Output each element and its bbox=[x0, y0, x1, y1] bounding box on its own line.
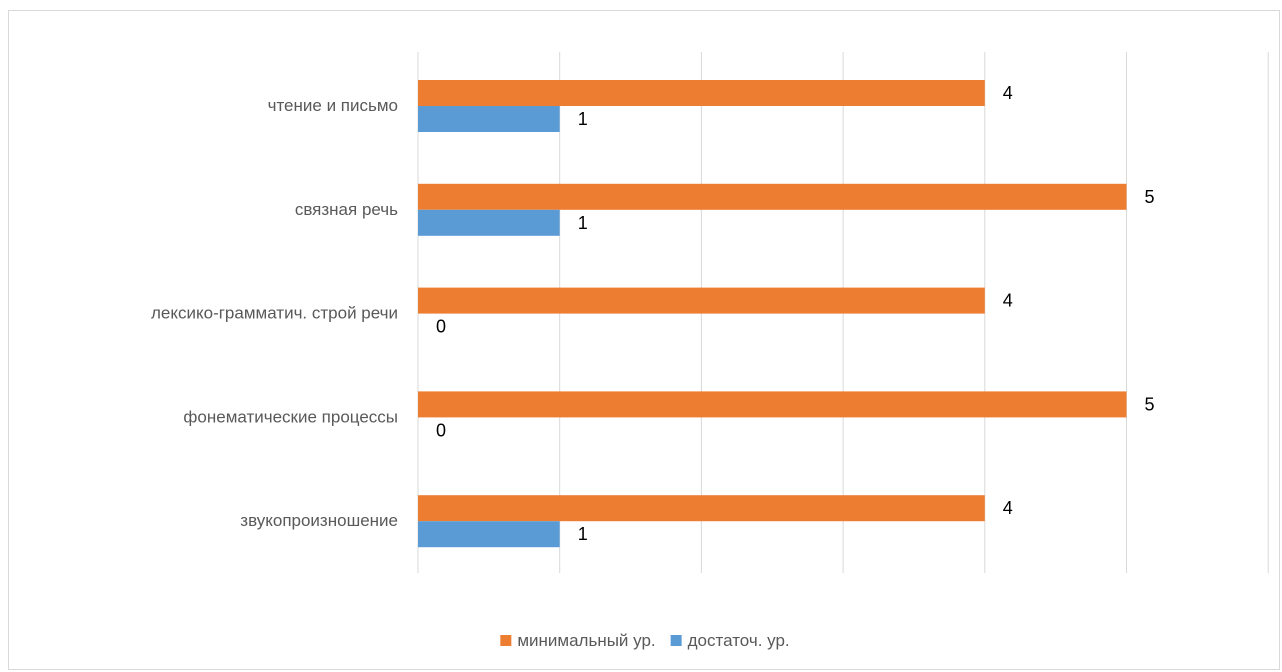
data-label: 4 bbox=[1003, 498, 1013, 518]
data-label: 4 bbox=[1003, 291, 1013, 311]
legend-label: минимальный ур. bbox=[517, 631, 655, 650]
data-label: 0 bbox=[436, 420, 446, 440]
data-label: 4 bbox=[1003, 83, 1013, 103]
data-label: 5 bbox=[1145, 394, 1155, 414]
bar bbox=[418, 391, 1127, 418]
legend: минимальный ур. достаточ. ур. bbox=[500, 631, 790, 650]
legend-swatch bbox=[670, 635, 682, 646]
bar bbox=[418, 521, 560, 548]
legend-label: достаточ. ур. bbox=[688, 631, 790, 650]
bar bbox=[418, 209, 560, 236]
bars bbox=[418, 80, 1127, 548]
bar bbox=[418, 287, 985, 314]
data-label: 0 bbox=[436, 317, 446, 337]
bar bbox=[418, 80, 985, 106]
data-labels: 4 1 5 1 4 0 5 0 4 1 bbox=[436, 83, 1155, 544]
category-label: звукопроизношение bbox=[240, 511, 398, 530]
chart-frame bbox=[8, 10, 1280, 670]
data-label: 1 bbox=[578, 213, 588, 233]
category-labels: чтение и письмо связная речь лексико-грамм… bbox=[151, 96, 398, 530]
legend-item: достаточ. ур. bbox=[670, 631, 790, 650]
bar bbox=[418, 106, 560, 132]
data-label: 5 bbox=[1145, 187, 1155, 207]
data-label: 1 bbox=[578, 524, 588, 544]
category-label: лексико-грамматич. строй речи bbox=[151, 304, 398, 323]
category-label: фонематические процессы bbox=[183, 407, 398, 426]
legend-item: минимальный ур. bbox=[500, 631, 656, 650]
legend-swatch bbox=[500, 635, 512, 646]
bar bbox=[418, 495, 985, 522]
bar bbox=[418, 183, 1127, 210]
data-label: 1 bbox=[578, 109, 588, 129]
category-label: связная речь bbox=[295, 200, 398, 219]
category-label: чтение и письмо bbox=[268, 96, 398, 115]
